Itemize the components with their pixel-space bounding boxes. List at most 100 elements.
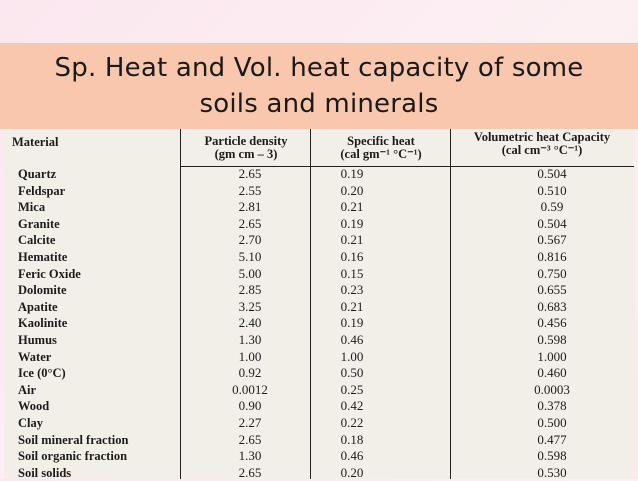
slide-title: Sp. Heat and Vol. heat capacity of some … [55,50,584,122]
cell-volumetric-heat: 0.598 [537,448,567,464]
table-row: Air 0.0012 0.25 0.0003 [4,382,634,398]
cell-volumetric-heat: 0.59 [540,199,564,215]
cell-material: Mica [18,200,46,215]
cell-specific-heat: 0.22 [340,415,364,430]
cell-specific-heat: 0.16 [340,249,364,264]
slide-title-line-1: Sp. Heat and Vol. heat capacity of some [54,53,584,83]
cell-particle-density: 2.65 [238,166,262,181]
cell-particle-density: 2.65 [238,431,262,447]
cell-volumetric-heat: 0.477 [537,431,567,447]
cell-material: Soil organic fraction [18,449,128,464]
header-volumetric-heat-line-1: Volumetric heat Capacity [473,130,611,144]
table-row: Humus 1.30 0.46 0.598 [4,332,634,348]
cell-particle-density: 1.30 [238,448,262,464]
cell-volumetric-heat: 0.567 [537,232,567,248]
cell-specific-heat: 0.19 [340,315,364,331]
cell-volumetric-heat: 0.510 [537,182,567,198]
cell-specific-heat: 0.50 [340,365,364,381]
table-row: Granite 2.65 0.19 0.504 [4,216,634,232]
cell-material: Feldspar [18,183,66,198]
header-volumetric-heat: Volumetric heat Capacity (cal cm⁻³ °C⁻¹) [452,131,632,157]
cell-specific-heat: 0.20 [340,464,364,480]
cell-material: Soil solids [18,465,72,480]
cell-material: Humus [18,333,57,347]
cell-specific-heat: 0.19 [340,215,364,231]
cell-material: Water [18,349,52,364]
cell-particle-density: 2.85 [238,282,262,298]
table-row: Apatite 3.25 0.21 0.683 [4,299,634,315]
table-row: Soil solids 2.65 0.20 0.530 [4,465,634,481]
cell-specific-heat: 0.18 [340,431,364,447]
cell-volumetric-heat: 0.378 [537,398,567,414]
cell-particle-density: 2.27 [238,415,262,430]
cell-volumetric-heat: 0.0003 [534,381,570,397]
title-band: Sp. Heat and Vol. heat capacity of some … [0,43,638,129]
cell-volumetric-heat: 0.500 [537,415,567,430]
cell-particle-density: 2.55 [238,182,262,198]
cell-specific-heat: 1.00 [340,348,364,364]
table-image: Material Particle density (gm cm – 3) Sp… [4,129,634,481]
cell-volumetric-heat: 0.816 [537,249,567,264]
table-row: Feldspar 2.55 0.20 0.510 [4,183,634,199]
table-row: Mica 2.81 0.21 0.59 [4,199,634,215]
header-particle-density: Particle density (gm cm – 3) [182,135,310,161]
cell-material: Clay [18,416,43,430]
cell-volumetric-heat: 0.598 [537,332,567,347]
header-material: Material [12,135,59,149]
table-row: Calcite 2.70 0.21 0.567 [4,232,634,248]
column-divider [180,129,181,479]
cell-particle-density: 5.10 [238,249,262,264]
slide-title-line-2: soils and minerals [199,89,439,119]
cell-specific-heat: 0.23 [340,282,364,298]
table-row: Wood 0.90 0.42 0.378 [4,398,634,414]
cell-particle-density: 0.0012 [232,381,268,397]
table-row: Kaolinite 2.40 0.19 0.456 [4,315,634,331]
cell-material: Soil mineral fraction [18,432,129,447]
table-row: Clay 2.27 0.22 0.500 [4,415,634,431]
header-particle-density-line-1: Particle density [204,134,288,148]
cell-specific-heat: 0.46 [340,332,364,347]
cell-specific-heat: 0.21 [340,199,364,215]
cell-material: Wood [18,399,50,414]
cell-particle-density: 1.30 [238,332,262,347]
table-row: Quartz 2.65 0.19 0.504 [4,166,634,182]
header-specific-heat-line-1: Specific heat [347,134,415,148]
table-row: Hematite 5.10 0.16 0.816 [4,249,634,265]
cell-volumetric-heat: 0.460 [537,365,567,381]
cell-volumetric-heat: 0.655 [537,282,567,298]
cell-particle-density: 0.92 [238,365,262,381]
cell-specific-heat: 0.21 [340,232,364,248]
cell-particle-density: 2.81 [238,199,262,215]
table-row: Ice (0°C) 0.92 0.50 0.460 [4,365,634,381]
cell-particle-density: 2.65 [238,215,262,231]
table-row: Soil organic fraction 1.30 0.46 0.598 [4,448,634,464]
header-rule [180,166,634,167]
cell-volumetric-heat: 0.530 [537,464,567,480]
cell-specific-heat: 0.20 [340,182,364,198]
cell-material: Granite [18,216,60,231]
cell-material: Quartz [18,167,57,181]
cell-specific-heat: 0.19 [340,166,364,181]
cell-specific-heat: 0.15 [340,265,364,281]
cell-volumetric-heat: 0.750 [537,265,567,281]
table-row: Soil mineral fraction 2.65 0.18 0.477 [4,432,634,448]
cell-volumetric-heat: 1.000 [537,348,567,364]
cell-particle-density: 0.90 [238,398,262,414]
cell-volumetric-heat: 0.504 [537,166,567,181]
cell-specific-heat: 0.42 [340,398,364,414]
cell-material: Dolomite [18,283,67,298]
table-row: Feric Oxide 5.00 0.15 0.750 [4,266,634,282]
cell-material: Apatite [18,299,58,314]
cell-material: Feric Oxide [18,266,81,281]
column-divider [310,129,311,479]
cell-particle-density: 3.25 [238,298,262,314]
cell-particle-density: 1.00 [238,348,262,364]
table-row: Dolomite 2.85 0.23 0.655 [4,282,634,298]
cell-specific-heat: 0.46 [340,448,364,464]
cell-material: Hematite [18,250,68,264]
header-particle-density-line-2: (gm cm – 3) [214,147,278,161]
cell-particle-density: 2.40 [238,315,262,331]
cell-specific-heat: 0.21 [340,298,364,314]
table-row: Water 1.00 1.00 1.000 [4,349,634,365]
cell-volumetric-heat: 0.683 [537,298,567,314]
